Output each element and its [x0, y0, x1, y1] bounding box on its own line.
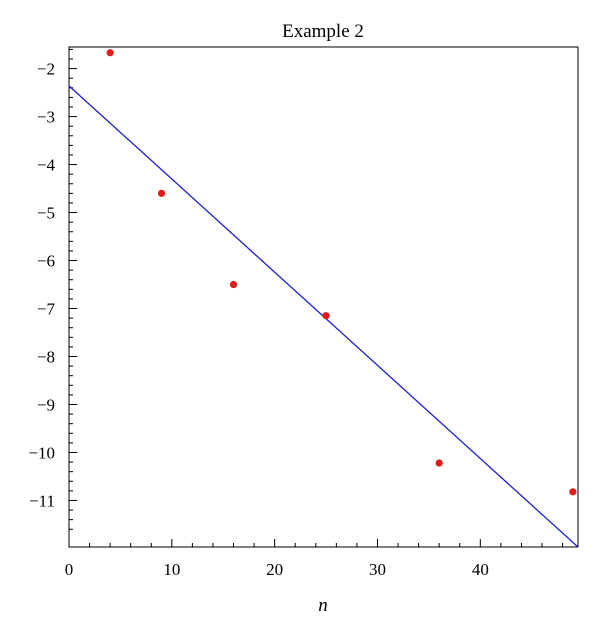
series-layer	[68, 49, 579, 548]
y-tick-label: −4	[37, 156, 56, 175]
data-point	[157, 189, 166, 197]
x-axis-ticks: 0 10 20 30 40	[65, 539, 564, 579]
data-point	[229, 280, 238, 289]
data-point	[322, 312, 330, 320]
y-tick-label: −8	[37, 348, 55, 367]
data-point	[106, 49, 114, 57]
y-tick-label: −6	[37, 252, 55, 271]
y-tick-label: −7	[37, 300, 56, 319]
y-tick-label: −9	[37, 395, 55, 414]
chart-title: Example 2	[282, 21, 364, 42]
y-tick-label: −5	[37, 204, 55, 223]
data-point	[435, 459, 443, 467]
y-tick-label: −11	[29, 491, 55, 510]
x-tick-label: 10	[163, 560, 180, 579]
y-axis-ticks: −2 −3 −4 −5 −6 −7 −8 −9 −10 −11	[28, 48, 77, 530]
y-tick-label: −3	[37, 108, 55, 127]
x-tick-label: 40	[472, 560, 489, 579]
x-tick-label: 0	[65, 560, 74, 579]
plot-frame	[68, 46, 579, 548]
x-tick-label: 30	[369, 560, 386, 579]
x-axis-label: n	[318, 595, 328, 616]
y-tick-label: −2	[37, 60, 55, 79]
y-tick-label: −10	[28, 443, 55, 462]
x-tick-label: 20	[266, 560, 283, 579]
data-point	[569, 488, 577, 496]
